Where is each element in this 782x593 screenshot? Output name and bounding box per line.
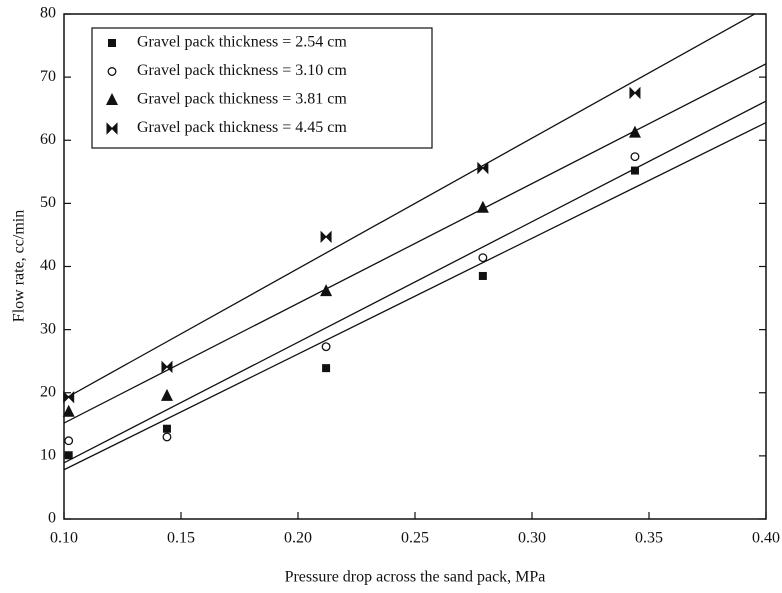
x-tick-label: 0.35 — [635, 530, 663, 547]
legend-marker — [106, 122, 118, 135]
marker-circle — [162, 432, 172, 442]
legend-label: Gravel pack thickness = 3.10 cm — [137, 62, 347, 79]
y-tick-label: 50 — [40, 194, 56, 211]
y-tick-label: 70 — [40, 68, 56, 85]
x-tick-label: 0.25 — [401, 530, 429, 547]
marker-circle — [321, 342, 331, 352]
marker-square — [630, 166, 639, 175]
marker-bowtie — [63, 390, 75, 404]
marker-circle — [630, 152, 640, 162]
marker-triangle — [628, 125, 641, 138]
fit-line — [64, 63, 766, 424]
x-tick-label: 0.15 — [167, 530, 195, 547]
y-axis-label: Flow rate, cc/min — [11, 210, 28, 322]
y-tick-label: 10 — [40, 447, 56, 464]
legend-marker — [107, 67, 117, 76]
marker-bowtie — [629, 86, 641, 100]
marker-circle — [64, 436, 74, 446]
y-tick-label: 0 — [48, 510, 56, 527]
fit-line — [64, 121, 766, 471]
legend-marker — [108, 39, 116, 47]
legend-marker — [106, 93, 118, 105]
y-tick-label: 80 — [40, 5, 56, 22]
legend-box — [91, 27, 433, 149]
marker-triangle — [62, 404, 75, 417]
x-tick-label: 0.30 — [518, 530, 546, 547]
y-tick-label: 40 — [40, 257, 56, 274]
y-tick-label: 30 — [40, 320, 56, 337]
x-tick-label: 0.20 — [284, 530, 312, 547]
fit-line — [64, 100, 766, 464]
x-tick-label: 0.10 — [50, 530, 78, 547]
marker-triangle — [160, 388, 173, 401]
marker-bowtie — [320, 230, 332, 244]
marker-square — [478, 271, 487, 280]
marker-triangle — [476, 200, 489, 213]
marker-triangle — [320, 284, 333, 297]
legend-label: Gravel pack thickness = 3.81 cm — [137, 91, 347, 108]
marker-square — [64, 451, 73, 460]
fit-line — [64, 14, 757, 400]
marker-square — [162, 424, 171, 433]
marker-bowtie — [477, 161, 489, 175]
x-tick-label: 0.40 — [752, 530, 780, 547]
legend-label: Gravel pack thickness = 2.54 cm — [137, 34, 347, 51]
marker-bowtie — [161, 360, 173, 374]
x-axis-label: Pressure drop across the sand pack, MPa — [285, 569, 546, 586]
marker-circle — [478, 253, 488, 263]
y-tick-label: 20 — [40, 383, 56, 400]
legend-label: Gravel pack thickness = 4.45 cm — [137, 119, 347, 136]
marker-square — [322, 364, 331, 373]
y-tick-label: 60 — [40, 131, 56, 148]
